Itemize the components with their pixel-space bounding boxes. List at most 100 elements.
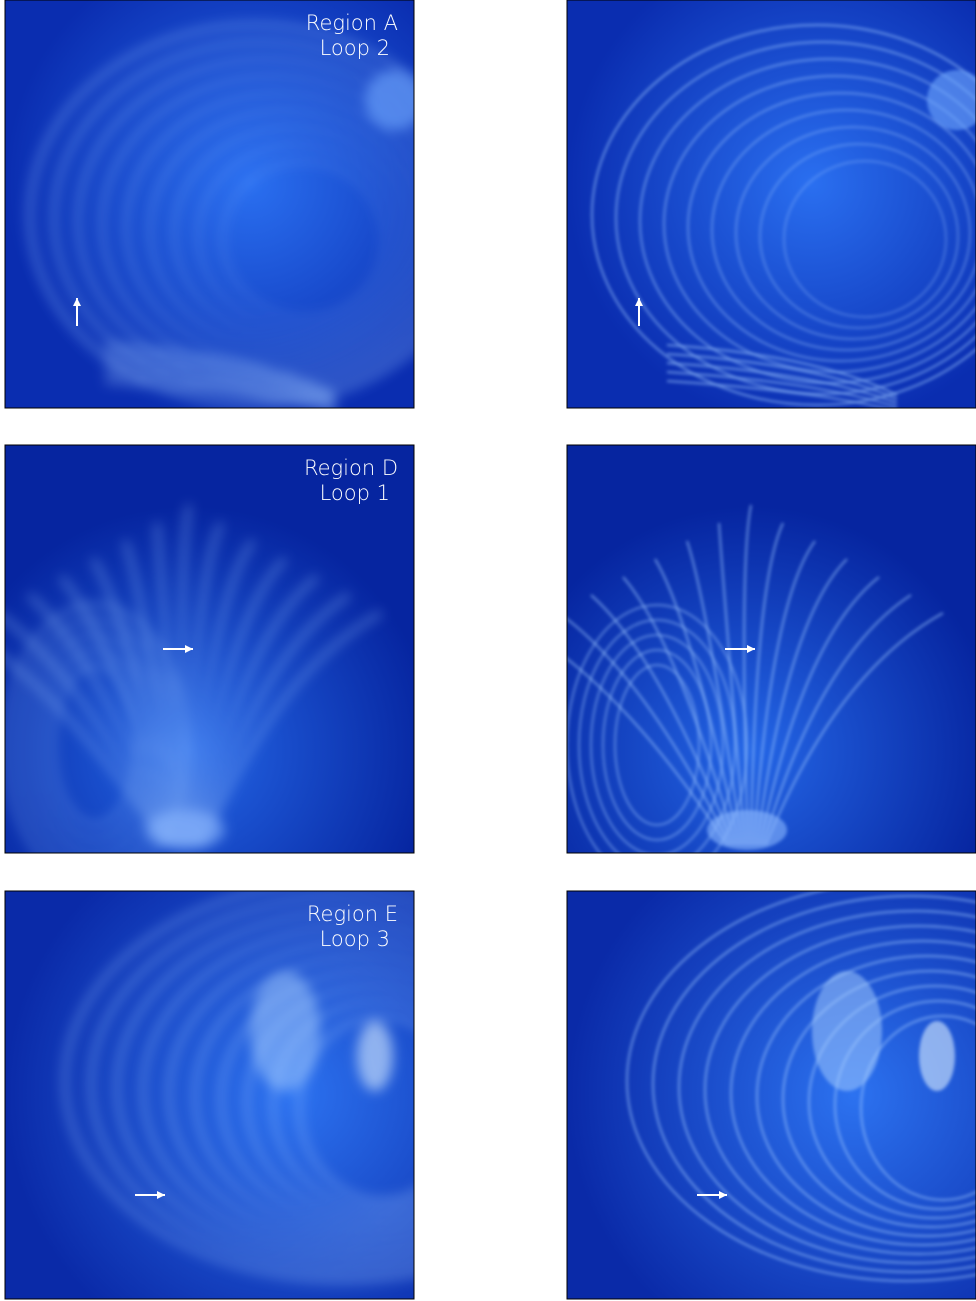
loop — [192, 953, 414, 1239]
loop — [761, 594, 912, 846]
loop — [166, 938, 414, 1248]
loop — [140, 923, 414, 1257]
loops — [5, 504, 383, 853]
loop — [104, 342, 337, 398]
panel-content — [5, 0, 414, 408]
loop — [686, 91, 976, 363]
loop — [764, 612, 944, 846]
image-panel — [566, 0, 976, 409]
loop-label: Loop 2 — [320, 36, 390, 60]
loop — [104, 369, 336, 408]
loop — [703, 924, 976, 1256]
loop — [51, 39, 414, 397]
loop — [752, 540, 816, 846]
loop — [717, 522, 747, 846]
loop — [567, 603, 749, 853]
loop — [577, 618, 737, 853]
panel-content — [5, 445, 414, 853]
loop — [198, 592, 351, 846]
loop — [189, 539, 256, 846]
loop — [807, 984, 976, 1220]
loop — [833, 999, 976, 1211]
loop — [567, 617, 731, 846]
frame — [4, 0, 415, 409]
loop — [186, 521, 224, 846]
loop — [5, 615, 171, 847]
loop — [758, 576, 880, 846]
loop — [104, 378, 334, 408]
region-label: Region A — [306, 11, 398, 35]
loop — [781, 969, 976, 1229]
loop — [651, 894, 976, 1274]
image-panel — [566, 444, 976, 854]
background — [567, 891, 976, 1299]
bright — [250, 971, 320, 1091]
loop — [62, 891, 414, 1284]
loop — [666, 343, 898, 396]
panel-content — [567, 0, 976, 408]
loops — [567, 504, 944, 853]
loop — [147, 107, 414, 353]
region-label: Region D — [304, 456, 398, 480]
loop — [710, 108, 976, 352]
panel-content — [567, 445, 976, 853]
loop — [613, 663, 701, 827]
loop — [743, 504, 753, 846]
loop — [38, 647, 152, 843]
loop — [154, 522, 186, 846]
arrow-head — [719, 1191, 727, 1199]
loop — [567, 657, 728, 846]
loop — [589, 633, 725, 853]
frame — [566, 890, 976, 1300]
loop — [685, 540, 744, 846]
loop — [195, 141, 399, 331]
bright — [357, 1021, 393, 1091]
loop — [90, 557, 180, 846]
loop — [614, 40, 976, 396]
background — [567, 445, 976, 853]
loop — [729, 939, 976, 1247]
bright — [365, 70, 414, 130]
loops — [625, 891, 976, 1283]
loop — [5, 602, 188, 853]
loop-label: Loop 1 — [320, 481, 390, 505]
loop — [859, 1014, 976, 1202]
loop — [201, 610, 383, 846]
loop-label: Loop 3 — [320, 927, 390, 951]
arrow-head — [747, 645, 755, 653]
loop — [5, 655, 168, 847]
loop — [677, 909, 976, 1265]
loop — [219, 158, 387, 320]
loop — [14, 617, 176, 853]
frame — [4, 890, 415, 1300]
loop — [654, 558, 741, 846]
loop — [590, 23, 976, 407]
arrow-head — [635, 298, 643, 306]
loop — [782, 159, 948, 319]
frame — [4, 444, 415, 854]
loop — [26, 632, 164, 853]
loop — [104, 351, 337, 402]
loop — [749, 522, 784, 846]
loop — [666, 370, 898, 408]
loop — [218, 968, 414, 1230]
loop — [758, 142, 960, 330]
loops — [62, 891, 414, 1284]
loop — [104, 360, 336, 406]
loop — [50, 662, 140, 828]
loop — [734, 125, 972, 341]
loop — [244, 983, 414, 1221]
bright — [927, 70, 976, 130]
loop — [171, 124, 411, 342]
loop — [114, 908, 414, 1266]
loop — [755, 954, 976, 1238]
loop — [666, 352, 898, 401]
loop — [192, 557, 287, 846]
frame — [566, 444, 976, 854]
arrow-head — [185, 645, 193, 653]
arrow-head — [157, 1191, 165, 1199]
loops — [27, 22, 414, 408]
